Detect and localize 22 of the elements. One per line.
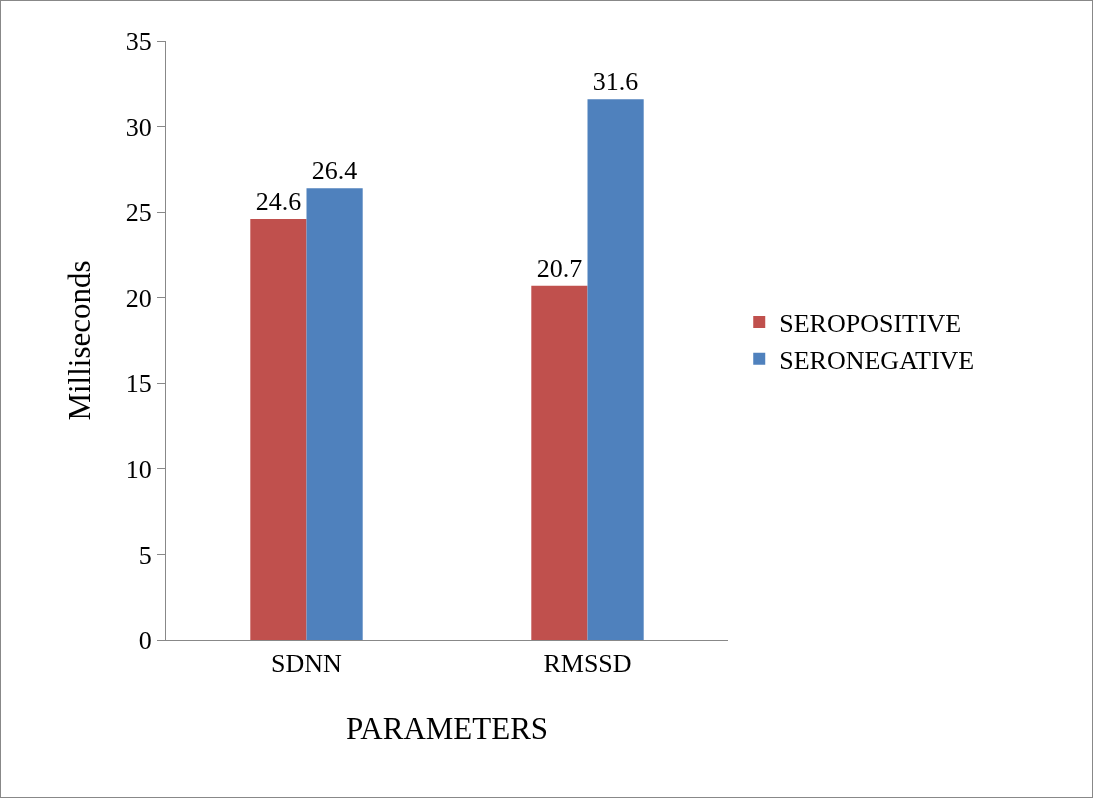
bar xyxy=(531,285,588,640)
x-tick-label: SDNN xyxy=(271,649,343,679)
bar xyxy=(306,188,363,640)
y-tick-label: 0 xyxy=(138,626,152,656)
bar xyxy=(250,218,307,640)
bar xyxy=(587,99,644,640)
y-tick-label: 5 xyxy=(138,540,152,570)
y-tick-label: 20 xyxy=(125,283,152,313)
y-tick-label: 35 xyxy=(125,27,152,57)
y-tick-label: 15 xyxy=(125,369,152,399)
legend-label: SERONEGATIVE xyxy=(779,345,975,375)
y-tick-label: 30 xyxy=(125,112,152,142)
y-tick-label: 25 xyxy=(125,198,152,228)
x-tick-label: RMSSD xyxy=(543,649,632,679)
y-tick-label: 10 xyxy=(125,454,152,484)
data-label: 20.7 xyxy=(536,253,583,283)
legend-label: SEROPOSITIVE xyxy=(779,309,962,339)
data-label: 31.6 xyxy=(592,67,639,97)
data-label: 26.4 xyxy=(311,156,358,186)
x-axis-title: PARAMETERS xyxy=(345,711,549,747)
data-label: 24.6 xyxy=(255,186,302,216)
y-axis-title: Milliseconds xyxy=(62,260,98,421)
